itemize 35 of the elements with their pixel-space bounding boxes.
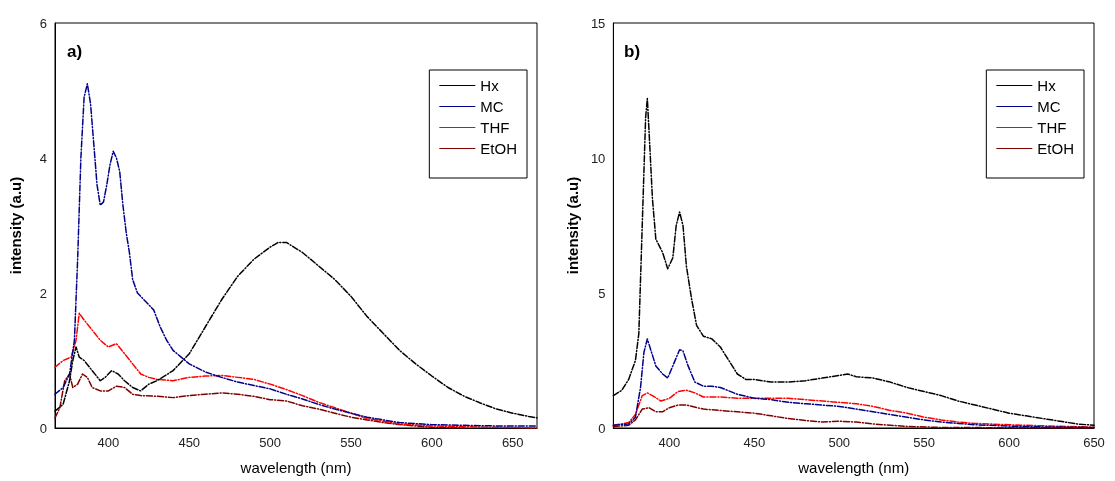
y-tick-label: 4 <box>39 150 47 166</box>
x-tick-label: 450 <box>743 435 766 450</box>
text: a) <box>67 42 83 61</box>
x-axis-title: wavelength (nm) <box>797 459 910 476</box>
legend-label: Hx <box>480 77 500 94</box>
x-tick-label: 400 <box>97 435 120 450</box>
y-tick-label: 2 <box>39 285 47 301</box>
y-axis-title: intensity (a.u) <box>7 176 24 275</box>
x-tick-label: 650 <box>1083 435 1105 450</box>
y-tick-label: 15 <box>590 15 606 31</box>
legend-label: THF <box>480 119 510 136</box>
legend-label: MC <box>1037 98 1061 115</box>
y-axis-title: intensity (a.u) <box>564 176 581 275</box>
y-tick-label: 5 <box>598 285 606 301</box>
y-tick-label: 6 <box>39 15 47 31</box>
x-tick-label: 650 <box>501 435 524 450</box>
line-series <box>54 373 465 429</box>
legend-label: Hx <box>1037 77 1057 94</box>
y-tick-label: 10 <box>590 150 606 166</box>
x-tick-label: 550 <box>340 435 362 450</box>
x-tick-label: 400 <box>658 435 681 450</box>
x-tick-label: 500 <box>259 435 281 450</box>
x-tick-label: 450 <box>178 435 201 450</box>
x-tick-label: 600 <box>998 435 1020 450</box>
legend-label: THF <box>1037 119 1067 136</box>
legend-label: EtOH <box>1037 140 1075 157</box>
y-tick-label: 0 <box>598 420 606 436</box>
y-tick-label: 0 <box>39 420 47 436</box>
legend-label: EtOH <box>480 140 518 157</box>
x-tick-label: 600 <box>421 435 443 450</box>
x-axis-title: wavelength (nm) <box>239 459 352 476</box>
legend-label: MC <box>480 98 504 115</box>
text: b) <box>624 42 641 61</box>
x-tick-label: 550 <box>913 435 936 450</box>
x-tick-label: 500 <box>828 435 851 450</box>
